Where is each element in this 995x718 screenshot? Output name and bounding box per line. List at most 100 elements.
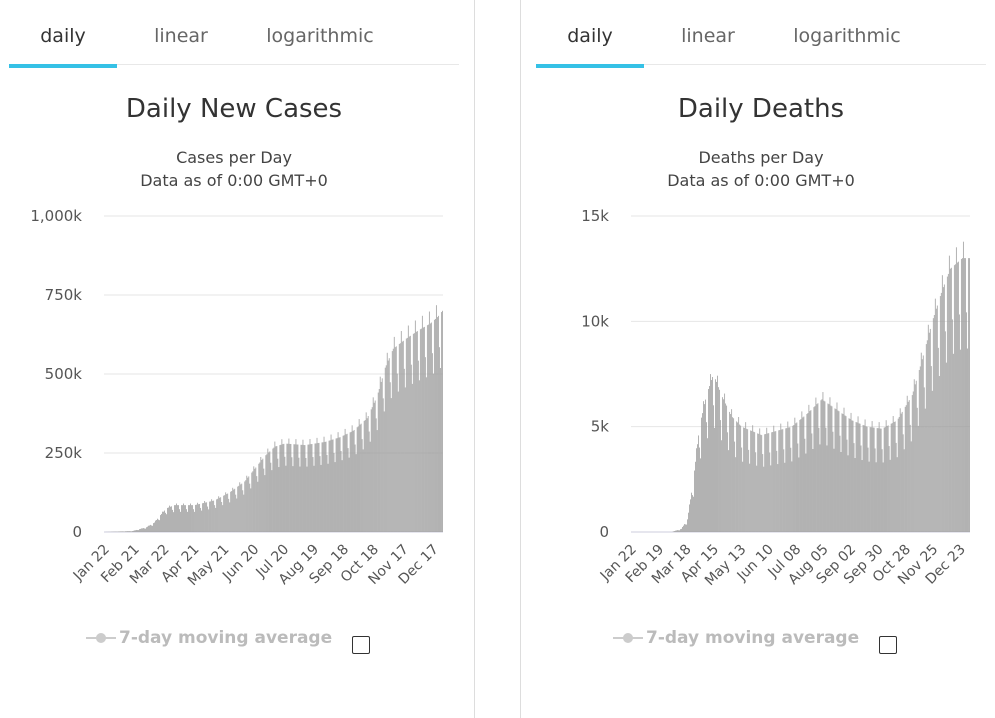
bar[interactable] bbox=[137, 530, 138, 532]
bar[interactable] bbox=[925, 344, 927, 532]
bar[interactable] bbox=[967, 258, 969, 532]
bar[interactable] bbox=[802, 417, 804, 532]
bar[interactable] bbox=[866, 426, 868, 532]
bar[interactable] bbox=[423, 326, 425, 532]
bar[interactable] bbox=[422, 327, 424, 532]
bar[interactable] bbox=[858, 423, 860, 532]
bar[interactable] bbox=[395, 346, 397, 532]
bar[interactable] bbox=[162, 511, 163, 532]
bar[interactable] bbox=[239, 482, 241, 532]
bar[interactable] bbox=[427, 324, 429, 532]
bar[interactable] bbox=[697, 444, 698, 532]
bar[interactable] bbox=[696, 448, 697, 532]
bar[interactable] bbox=[839, 435, 841, 532]
bar[interactable] bbox=[396, 373, 398, 532]
bar[interactable] bbox=[314, 443, 316, 532]
bar[interactable] bbox=[232, 487, 234, 532]
bar[interactable] bbox=[759, 428, 761, 532]
bar[interactable] bbox=[163, 511, 164, 532]
bar[interactable] bbox=[319, 456, 321, 532]
bar[interactable] bbox=[186, 509, 187, 532]
bar[interactable] bbox=[808, 404, 810, 532]
bar[interactable] bbox=[810, 410, 812, 532]
bar[interactable] bbox=[349, 432, 351, 532]
bar[interactable] bbox=[166, 514, 167, 532]
bar[interactable] bbox=[856, 422, 858, 532]
bar[interactable] bbox=[294, 444, 296, 532]
bar[interactable] bbox=[940, 292, 942, 532]
bar[interactable] bbox=[875, 462, 877, 532]
bar[interactable] bbox=[229, 502, 231, 533]
bar[interactable] bbox=[775, 431, 777, 532]
bar[interactable] bbox=[330, 434, 332, 532]
bar[interactable] bbox=[355, 454, 357, 532]
moving-average-checkbox[interactable] bbox=[879, 636, 897, 654]
bar[interactable] bbox=[874, 448, 876, 532]
bar[interactable] bbox=[307, 444, 309, 532]
bar[interactable] bbox=[848, 418, 850, 532]
bar[interactable] bbox=[313, 465, 315, 532]
bar[interactable] bbox=[770, 465, 772, 532]
bar[interactable] bbox=[929, 328, 931, 532]
bar[interactable] bbox=[126, 531, 127, 532]
bar[interactable] bbox=[812, 449, 814, 532]
bar[interactable] bbox=[938, 376, 940, 532]
bar[interactable] bbox=[805, 453, 807, 532]
bar[interactable] bbox=[344, 428, 346, 532]
bar[interactable] bbox=[439, 368, 441, 532]
bar[interactable] bbox=[418, 380, 420, 532]
bar[interactable] bbox=[172, 509, 173, 532]
bar[interactable] bbox=[718, 387, 720, 532]
bar[interactable] bbox=[315, 443, 317, 532]
bar[interactable] bbox=[293, 444, 295, 532]
bar[interactable] bbox=[188, 505, 189, 532]
bar[interactable] bbox=[241, 483, 243, 532]
bar[interactable] bbox=[928, 332, 930, 532]
bar[interactable] bbox=[798, 457, 800, 532]
bar[interactable] bbox=[700, 458, 701, 532]
bar[interactable] bbox=[693, 496, 694, 532]
bar[interactable] bbox=[181, 505, 182, 532]
bar[interactable] bbox=[393, 336, 395, 532]
bar[interactable] bbox=[227, 493, 229, 532]
bar[interactable] bbox=[381, 378, 383, 532]
bar[interactable] bbox=[783, 449, 785, 532]
bar[interactable] bbox=[686, 524, 687, 532]
bar[interactable] bbox=[714, 427, 715, 532]
bar[interactable] bbox=[380, 381, 382, 532]
bar[interactable] bbox=[409, 335, 411, 532]
bar[interactable] bbox=[374, 400, 376, 532]
bar[interactable] bbox=[845, 416, 847, 532]
bar[interactable] bbox=[784, 462, 786, 532]
bar[interactable] bbox=[944, 331, 946, 532]
bar[interactable] bbox=[284, 456, 286, 532]
bar[interactable] bbox=[910, 441, 912, 532]
bar[interactable] bbox=[785, 428, 787, 532]
bar[interactable] bbox=[402, 340, 404, 532]
bar[interactable] bbox=[363, 420, 365, 532]
bar[interactable] bbox=[341, 460, 343, 532]
bar[interactable] bbox=[290, 443, 292, 532]
bar[interactable] bbox=[843, 407, 845, 532]
bar[interactable] bbox=[201, 510, 203, 532]
bar[interactable] bbox=[880, 428, 882, 532]
bar[interactable] bbox=[789, 427, 791, 532]
bar[interactable] bbox=[846, 439, 848, 532]
bar[interactable] bbox=[854, 458, 856, 532]
bar[interactable] bbox=[235, 494, 237, 532]
bar[interactable] bbox=[897, 418, 899, 532]
bar[interactable] bbox=[121, 531, 122, 532]
bar[interactable] bbox=[273, 447, 275, 532]
bar[interactable] bbox=[747, 429, 749, 532]
bar[interactable] bbox=[913, 379, 915, 532]
bar[interactable] bbox=[199, 503, 201, 532]
bar[interactable] bbox=[301, 444, 303, 532]
bar[interactable] bbox=[930, 366, 932, 532]
bar[interactable] bbox=[806, 414, 808, 532]
bar[interactable] bbox=[819, 444, 821, 532]
bar[interactable] bbox=[207, 506, 209, 532]
bar[interactable] bbox=[405, 338, 407, 532]
bar[interactable] bbox=[749, 463, 751, 532]
bar[interactable] bbox=[203, 503, 205, 532]
bar[interactable] bbox=[333, 453, 335, 532]
